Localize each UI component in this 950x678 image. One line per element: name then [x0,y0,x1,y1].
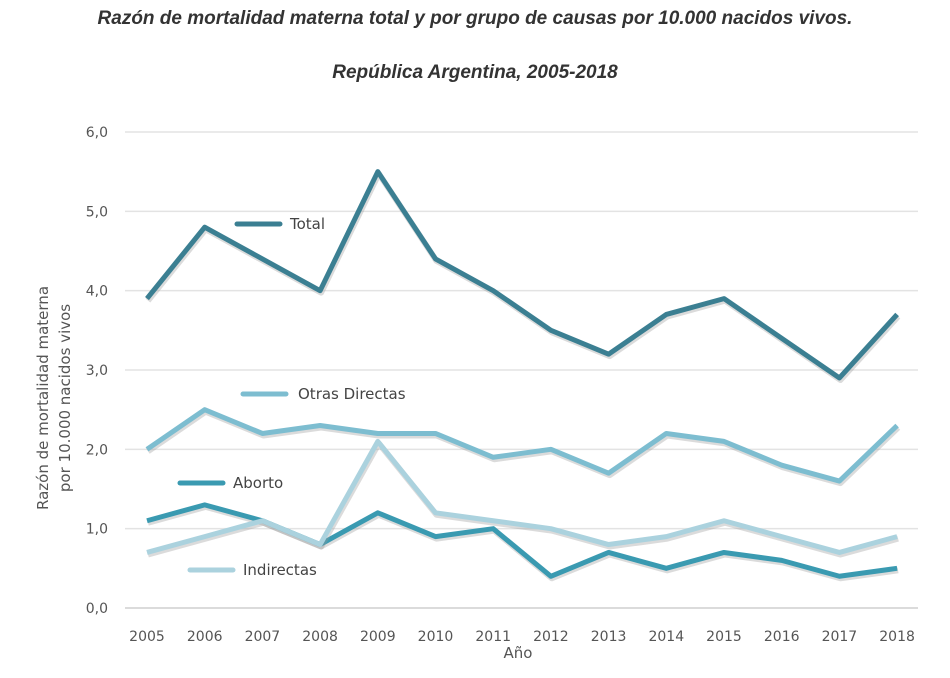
legend-label: Total [289,215,325,233]
series-line-indirectas [146,438,898,555]
series-shadow [145,170,901,383]
y-axis-label-line1: Razón de mortalidad materna [34,286,52,510]
y-tick-label: 3,0 [86,363,108,379]
x-tick-label: 2018 [879,629,915,645]
y-tick-label: 4,0 [86,284,108,300]
y-tick-label: 5,0 [86,204,108,220]
legend-label: Indirectas [243,561,317,579]
x-tick-label: 2006 [187,629,223,645]
y-tick-label: 2,0 [86,442,108,458]
legend-label: Aborto [233,474,283,492]
x-axis-label: Año [504,644,533,662]
legend-label: Otras Directas [298,385,406,403]
series-line-otras-directas [145,407,899,484]
x-tick-label: 2012 [533,629,569,645]
y-tick-label: 6,0 [86,125,108,141]
series-shadow [146,408,901,487]
x-tick-label: 2015 [706,629,742,645]
y-tick-label: 1,0 [86,522,108,538]
x-tick-label: 2007 [245,629,281,645]
x-tick-label: 2014 [648,629,684,645]
chart-title: Razón de mortalidad materna total y por … [97,8,853,29]
x-tick-label: 2011 [475,629,511,645]
series-line-total [145,169,899,381]
y-tick-label: 0,0 [86,601,108,617]
x-tick-label: 2013 [591,629,627,645]
x-tick-label: 2009 [360,629,396,645]
x-tick-label: 2010 [418,629,454,645]
x-tick-label: 2005 [129,629,165,645]
y-axis-label-line2: por 10.000 nacidos vivos [56,304,74,492]
chart-subtitle: República Argentina, 2005-2018 [332,62,618,83]
x-tick-label: 2017 [822,629,858,645]
x-tick-label: 2008 [302,629,338,645]
x-tick-label: 2016 [764,629,800,645]
